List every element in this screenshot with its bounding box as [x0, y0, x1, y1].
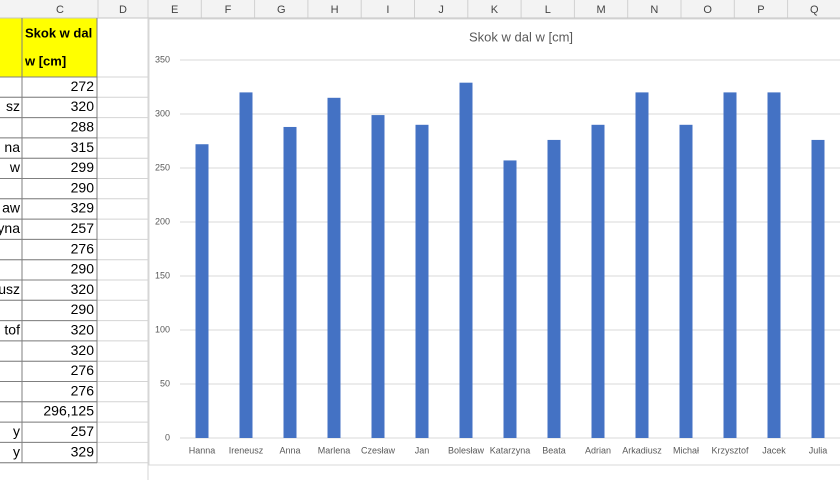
column-header: E	[171, 4, 178, 16]
header-text: Skok w dal	[25, 25, 92, 40]
cell-text: 320	[71, 321, 95, 337]
bar	[635, 92, 649, 439]
cell-text: 315	[71, 139, 95, 155]
column-header: C	[56, 4, 64, 16]
x-tick-label: Jacek	[762, 445, 786, 455]
cell-text: aw	[2, 200, 21, 216]
x-tick-label: Anna	[279, 445, 300, 455]
header-cell	[0, 18, 97, 77]
column-header: I	[386, 4, 389, 16]
column-header: J	[438, 4, 444, 16]
x-tick-label: Michał	[673, 445, 699, 455]
bar	[195, 144, 209, 439]
bar	[239, 92, 253, 439]
y-tick-label: 150	[155, 270, 170, 280]
column-header: L	[545, 4, 551, 16]
bar	[503, 160, 517, 438]
column-header: M	[596, 4, 605, 16]
x-tick-label: Arkadiusz	[622, 445, 662, 455]
x-tick-label: Hanna	[189, 445, 216, 455]
cell-text: 320	[71, 342, 95, 358]
cell-text: 299	[71, 159, 95, 175]
bar	[679, 124, 693, 439]
cell-text: usz	[0, 281, 20, 297]
cell-text: 329	[71, 443, 95, 459]
x-tick-label: Jan	[415, 445, 430, 455]
y-tick-label: 0	[165, 432, 170, 442]
cell-text: 290	[71, 261, 95, 277]
cell-text: 276	[71, 382, 95, 398]
x-tick-label: Katarzyna	[490, 445, 531, 455]
column-header: O	[703, 4, 712, 16]
cell-text: 320	[71, 98, 95, 114]
y-tick-label: 250	[155, 162, 170, 172]
bar	[327, 97, 341, 439]
y-tick-label: 50	[160, 378, 170, 388]
y-tick-label: 100	[155, 324, 170, 334]
x-tick-label: Czesław	[361, 445, 396, 455]
column-header: N	[650, 4, 658, 16]
cell-text: 329	[71, 200, 95, 216]
x-tick-label: Adrian	[585, 445, 611, 455]
header-text: w [cm]	[24, 53, 66, 68]
x-tick-label: Krzysztof	[711, 445, 749, 455]
column-header: Q	[810, 4, 819, 16]
cell-text: 290	[71, 179, 95, 195]
cell-text: 320	[71, 281, 95, 297]
column-header: P	[757, 4, 764, 16]
cell-text: 296,125	[43, 403, 94, 419]
column-header: H	[331, 4, 339, 16]
column-header-bar	[0, 0, 840, 18]
cell-text: 288	[71, 118, 95, 134]
x-tick-label: Bolesław	[448, 445, 485, 455]
cell-text: 276	[71, 240, 95, 256]
bar	[591, 124, 605, 439]
bar	[723, 92, 737, 439]
bar	[767, 92, 781, 439]
y-tick-label: 300	[155, 108, 170, 118]
x-tick-label: Julia	[809, 445, 828, 455]
y-tick-label: 350	[155, 54, 170, 64]
cell-text: 272	[71, 78, 95, 94]
cell-text: 257	[71, 423, 95, 439]
bar	[547, 139, 561, 439]
bar	[811, 139, 825, 439]
cell-text: w	[9, 159, 21, 175]
column-header: K	[491, 4, 499, 16]
bar	[371, 115, 385, 438]
bar	[283, 126, 297, 439]
x-tick-label: Marlena	[318, 445, 351, 455]
cell-text: yna	[0, 220, 20, 236]
cell-text: 257	[71, 220, 95, 236]
column-header: G	[277, 4, 286, 16]
column-header: D	[119, 4, 127, 16]
x-tick-label: Beata	[542, 445, 566, 455]
x-tick-label: Ireneusz	[229, 445, 264, 455]
bar	[415, 124, 429, 439]
cell-text: tof	[4, 321, 20, 337]
cell-text: y	[13, 443, 20, 459]
cell-text: 290	[71, 301, 95, 317]
cell-text: y	[13, 423, 20, 439]
cell-text: 276	[71, 362, 95, 378]
cell-text: sz	[6, 98, 20, 114]
y-tick-label: 200	[155, 216, 170, 226]
cell-text: na	[4, 139, 20, 155]
chart-title: Skok w dal w [cm]	[469, 29, 573, 44]
bar	[459, 82, 473, 439]
column-header: F	[225, 4, 232, 16]
